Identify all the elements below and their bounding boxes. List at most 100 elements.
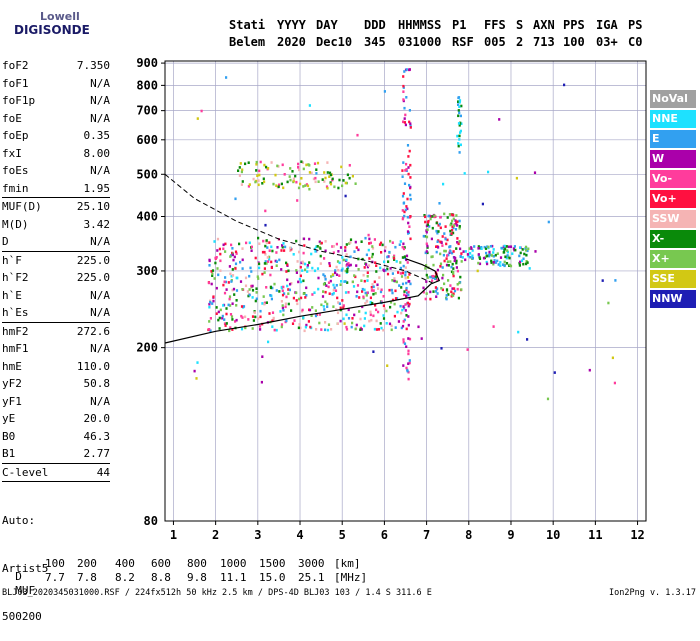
echo-point [391,241,394,244]
echo-point [365,263,368,266]
echo-point [319,247,322,250]
echo-point [460,260,463,263]
echo-point [269,294,272,297]
echo-point [467,254,470,258]
echo-point [452,271,455,274]
param-value: N/A [90,342,110,355]
echo-point [360,328,363,331]
echo-point [238,174,241,177]
echo-point [405,258,408,262]
echo-point [426,223,429,227]
echo-point [402,98,405,101]
echo-point [242,305,246,308]
echo-point [258,242,261,245]
echo-point [400,311,403,315]
echo-point [404,208,407,212]
echo-point [272,182,275,186]
echo-point [356,133,359,137]
legend-item: X- [650,230,696,248]
echo-point [259,315,262,319]
echo-point [380,326,383,330]
echo-point [460,122,463,125]
echo-point [440,347,443,350]
echo-point [408,68,411,71]
echo-point [295,180,298,184]
polarization-legend: NoVal NNE E W Vo- Vo+ SSW X- X+ SSE NNW [650,90,696,310]
echo-point [478,257,482,260]
echo-point [405,162,408,166]
echo-point [213,277,216,280]
header-value: 03+ [596,35,618,49]
echo-point [316,245,319,248]
echo-point [525,262,528,266]
echo-point [221,314,224,318]
echo-point [345,313,348,317]
echo-point [338,261,341,265]
echo-point [268,258,271,261]
echo-point [320,241,323,245]
echo-point [269,286,273,290]
echo-point [265,165,268,169]
echo-point [406,301,409,305]
echo-point [614,279,617,282]
echo-point [342,258,345,262]
echo-point [259,309,262,313]
echo-point [451,225,454,228]
echo-point [405,288,408,291]
echo-point [329,279,332,283]
header-label: P1 [452,18,467,32]
echo-point [247,294,250,298]
echo-point [386,272,390,276]
y-tick-label: 900 [136,56,158,70]
echo-point [371,245,374,248]
echo-point [324,249,327,253]
echo-point [290,309,293,312]
echo-point [456,134,459,138]
echo-point [235,304,238,307]
echo-point [289,178,292,182]
header-label: YYYY [277,18,306,32]
echo-point [355,295,358,298]
echo-point [503,260,506,264]
echo-point [482,256,486,260]
echo-point [214,256,217,260]
echo-point [394,289,397,293]
echo-point [213,240,216,243]
echo-point [478,255,481,259]
echo-point [458,99,462,102]
echo-point [235,252,238,255]
echo-point [286,278,289,282]
echo-point [334,269,337,272]
echo-point [299,265,302,269]
distance-label: D [15,570,22,583]
echo-point [402,364,405,367]
echo-point [408,297,411,300]
echo-point [438,202,441,205]
echo-point [457,100,460,103]
echo-point [457,296,460,300]
echo-point [491,254,494,257]
echo-point [352,285,356,288]
echo-point [195,377,198,380]
echo-point [338,178,341,182]
echo-point [383,307,386,310]
echo-point [456,220,459,223]
echo-point [317,287,320,291]
echo-point [402,305,405,308]
echo-point [341,184,344,188]
echo-point [409,122,412,125]
echo-point [506,250,509,254]
echo-point [222,304,225,307]
echo-point [361,257,364,261]
echo-point [225,322,228,325]
echo-point [314,250,317,253]
echo-point [295,269,298,272]
echo-point [408,109,411,112]
echo-point [325,284,328,287]
echo-point [441,266,444,269]
echo-point [263,250,266,254]
echo-point [263,180,266,184]
echo-point [455,266,458,269]
echo-point [402,202,405,205]
echo-point [231,318,234,321]
